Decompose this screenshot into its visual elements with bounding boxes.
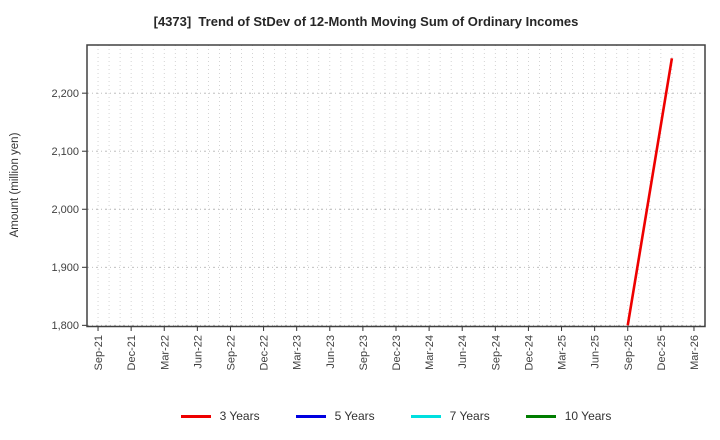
legend-swatch-7-years xyxy=(410,414,441,418)
x-tick-label: Jun-22 xyxy=(192,335,204,369)
x-tick-label: Sep-23 xyxy=(358,335,370,370)
x-tick-label: Mar-22 xyxy=(159,335,171,370)
y-tick-label: 1,800 xyxy=(51,320,79,332)
legend-item-10-years: 10 Years xyxy=(525,409,612,423)
legend-label: 10 Years xyxy=(564,409,612,423)
x-tick-label: Dec-21 xyxy=(126,335,138,370)
legend-label: 5 Years xyxy=(334,409,375,423)
x-tick-label: Dec-25 xyxy=(656,335,668,370)
y-tick-label: 1,900 xyxy=(51,262,79,274)
legend-swatch-10-years xyxy=(525,414,556,418)
x-tick-label: Jun-24 xyxy=(457,335,469,369)
legend-item-5-years: 5 Years xyxy=(295,409,375,423)
x-tick-label: Dec-24 xyxy=(523,335,535,370)
x-tick-label: Jun-23 xyxy=(325,335,337,369)
x-tick-label: Mar-26 xyxy=(689,335,701,370)
y-tick-label: 2,000 xyxy=(51,204,79,216)
legend-item-3-years: 3 Years xyxy=(180,409,260,423)
x-tick-label: Sep-24 xyxy=(490,335,502,370)
chart-title: [4373] Trend of StDev of 12-Month Moving… xyxy=(153,14,579,29)
legend-swatch-3-years xyxy=(180,414,211,418)
plot-border xyxy=(86,44,706,328)
x-tick-label: Sep-22 xyxy=(225,335,237,370)
x-tick-label: Mar-24 xyxy=(424,335,436,370)
x-tick-label: Dec-23 xyxy=(391,335,403,370)
x-tick-label: Mar-25 xyxy=(557,335,569,370)
y-tick-label: 2,200 xyxy=(51,88,79,100)
legend-item-7-years: 7 Years xyxy=(410,409,490,423)
x-tick-label: Mar-23 xyxy=(292,335,304,370)
x-tick-label: Dec-22 xyxy=(259,335,271,370)
y-tick-label: 2,100 xyxy=(51,146,79,158)
legend-label: 3 Years xyxy=(219,409,260,423)
series-line-3-years xyxy=(626,58,674,326)
x-tick-label: Sep-21 xyxy=(93,335,105,370)
legend: 3 Years 5 Years 7 Years 10 Years xyxy=(87,404,705,428)
x-tick-label: Sep-25 xyxy=(623,335,635,370)
legend-label: 7 Years xyxy=(449,409,490,423)
legend-swatch-5-years xyxy=(295,414,326,418)
x-tick-label: Jun-25 xyxy=(590,335,602,369)
plot-area: 1,800 1,900 2,000 2,100 2,200 Sep-21 Dec-21 Mar… xyxy=(51,44,706,370)
y-axis-label: Amount (million yen) xyxy=(9,132,21,238)
